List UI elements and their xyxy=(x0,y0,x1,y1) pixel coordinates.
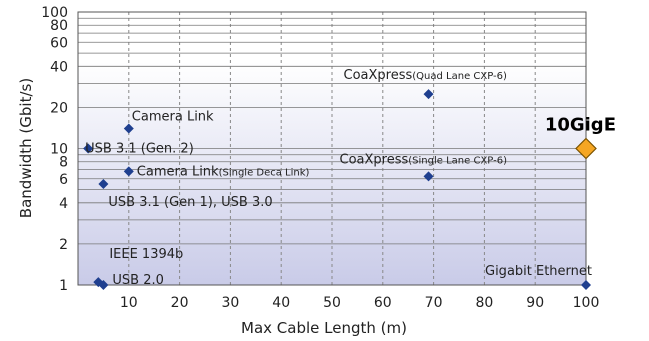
data-point xyxy=(581,280,591,290)
x-tick-label: 100 xyxy=(573,295,600,311)
highlight-label: 10GigE xyxy=(545,115,616,136)
y-tick-label: 20 xyxy=(50,100,68,116)
x-tick-label: 10 xyxy=(120,295,138,311)
data-point xyxy=(123,166,134,177)
point-label: CoaXpress(Single Lane CXP-6) xyxy=(340,152,508,167)
x-tick-label: 20 xyxy=(171,295,189,311)
x-tick-label: 80 xyxy=(475,295,493,311)
data-point xyxy=(83,143,94,154)
x-tick-label: 70 xyxy=(425,295,443,311)
y-tick-label: 4 xyxy=(59,196,68,212)
y-tick-label: 60 xyxy=(50,35,68,51)
y-tick-label: 2 xyxy=(59,237,68,253)
data-point xyxy=(98,280,109,290)
y-tick-label: 100 xyxy=(41,5,68,21)
data-points xyxy=(83,89,597,290)
data-point xyxy=(423,171,434,182)
y-tick-label: 10 xyxy=(50,142,68,158)
point-label: Camera Link xyxy=(132,110,214,125)
y-tick-label: 40 xyxy=(50,59,68,75)
data-point xyxy=(123,123,134,134)
x-axis-title: Max Cable Length (m) xyxy=(241,319,407,337)
point-sublabel: (Single Lane CXP-6) xyxy=(408,155,507,166)
x-tick-labels: 10 20 30 40 50 60 70 80 90 100 xyxy=(120,295,599,311)
point-labels: Camera Link USB 3.1 (Gen. 2) Camera Link(S… xyxy=(85,68,616,288)
y-tick-label: 6 xyxy=(59,172,68,188)
point-sublabel: (Single Deca Link) xyxy=(219,167,310,178)
x-tick-label: 60 xyxy=(374,295,392,311)
point-label: IEEE 1394b xyxy=(109,247,183,262)
data-point xyxy=(98,178,109,189)
point-label: USB 2.0 xyxy=(112,273,163,288)
y-tick-label: 1 xyxy=(59,278,68,294)
point-label: USB 3.1 (Gen. 2) xyxy=(85,142,194,157)
point-label: CoaXpress(Quad Lane CXP-6) xyxy=(344,68,508,83)
x-tick-label: 30 xyxy=(221,295,239,311)
point-label: Gigabit Ethernet xyxy=(485,264,592,279)
point-label: Camera Link(Single Deca Link) xyxy=(137,164,310,179)
data-point xyxy=(423,89,434,100)
y-tick-label: 80 xyxy=(50,18,68,34)
y-tick-label: 8 xyxy=(59,155,68,171)
point-label: USB 3.1 (Gen 1), USB 3.0 xyxy=(108,195,272,210)
x-tick-label: 50 xyxy=(323,295,341,311)
point-sublabel: (Quad Lane CXP-6) xyxy=(412,71,507,82)
x-tick-label: 40 xyxy=(272,295,290,311)
y-axis-title: Bandwidth (Gbit/s) xyxy=(17,78,35,218)
highlight-point xyxy=(575,137,597,160)
x-tick-label: 90 xyxy=(526,295,544,311)
